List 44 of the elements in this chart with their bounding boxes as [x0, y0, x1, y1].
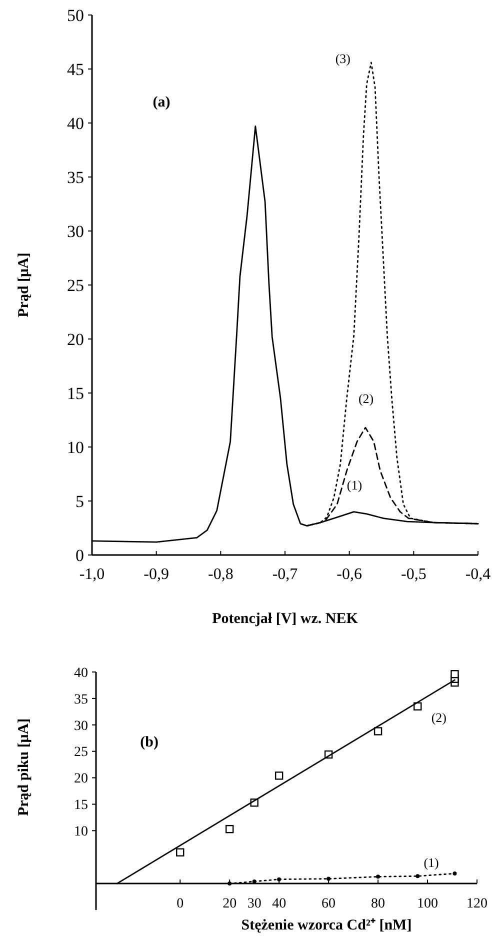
y-tick-label: 0: [76, 546, 84, 565]
x-tick-label: 30: [247, 896, 262, 912]
y-tick-label: 20: [67, 330, 84, 349]
x-axis-title: Potencjał [V] wz. NEK: [212, 611, 358, 627]
x-tick-label: -0,6: [336, 566, 362, 583]
x-tick-label: 20: [222, 896, 237, 912]
y-axis-title: Prąd [μA]: [16, 252, 32, 318]
x-tick-label: 0: [176, 896, 184, 912]
annotation: (2): [431, 710, 446, 725]
annotation: (2): [358, 390, 374, 406]
annotation: (3): [335, 50, 350, 66]
y-tick-label: 10: [67, 438, 84, 457]
x-tick-label: -0,4: [465, 566, 491, 583]
y-tick-label: 30: [74, 718, 88, 734]
x-tick-label: -0,5: [401, 566, 426, 583]
y-tick-label: 35: [67, 168, 84, 187]
x-tick-label: -0,7: [272, 566, 298, 583]
x-tick-label: 100: [417, 896, 438, 912]
annotation: (b): [140, 734, 159, 750]
x-tick-label: 40: [272, 896, 286, 912]
y-tick-label: 5: [76, 492, 84, 511]
x-tick-label: 60: [322, 896, 336, 912]
y-tick-label: 20: [74, 772, 88, 787]
y-tick-label: 15: [74, 798, 88, 814]
y-tick-label: 25: [74, 745, 88, 760]
y-tick-label: 10: [74, 824, 88, 840]
x-axis-title: Stężenie wzorca Cd²⁺ [nM]: [241, 918, 412, 934]
x-tick-label: -1,0: [79, 566, 105, 583]
x-tick-label: -0,8: [208, 566, 234, 583]
y-axis-title: Prąd piku [μA]: [16, 718, 32, 816]
y-tick-label: 45: [67, 60, 84, 79]
x-tick-label: 80: [371, 896, 386, 912]
y-tick-label: 30: [67, 222, 84, 241]
y-tick-label: 35: [74, 692, 88, 708]
y-tick-label: 50: [67, 6, 84, 25]
y-tick-label: 40: [74, 666, 88, 681]
y-tick-label: 15: [67, 384, 84, 403]
x-tick-label: 120: [466, 896, 488, 912]
y-tick-label: 25: [67, 276, 84, 295]
annotation: (a): [152, 94, 170, 111]
y-tick-label: 40: [67, 114, 84, 133]
x-tick-label: -0,9: [144, 566, 169, 583]
annotation: (1): [346, 477, 362, 492]
annotation: (1): [424, 854, 439, 870]
